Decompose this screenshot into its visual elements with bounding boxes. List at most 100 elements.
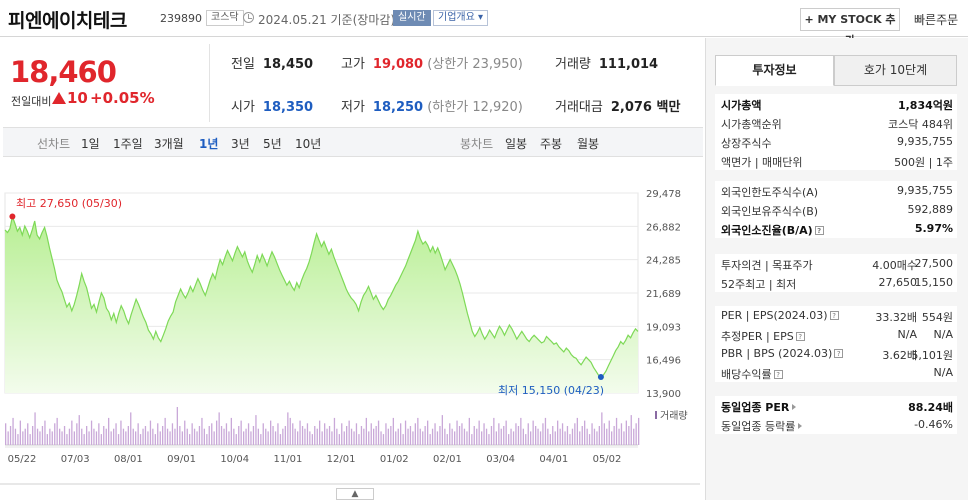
volume-bar [49, 428, 51, 445]
volume-bar [434, 423, 436, 445]
info-value: N/A [933, 328, 953, 341]
volume-bar [157, 423, 159, 445]
help-icon[interactable]: ? [773, 370, 783, 379]
tab-monthly-candle[interactable]: 월봉 [577, 137, 600, 151]
realtime-button[interactable]: 실시간 [393, 10, 431, 26]
chevron-up-icon: ▲ [351, 489, 359, 499]
volume-bar [301, 426, 304, 445]
volume-bar [9, 426, 12, 445]
collapse-chart-button[interactable]: ▲ [336, 488, 374, 500]
x-tick-label: 04/01 [539, 454, 568, 465]
candle-chart-label: 봉차트 [460, 137, 494, 151]
info-row: 액면가 | 매매단위 500원 | 1주 [715, 151, 957, 170]
volume-bar [407, 428, 409, 445]
tab-order-book[interactable]: 호가 10단계 [834, 55, 957, 86]
volume-bar [115, 423, 117, 445]
volume-bar [490, 426, 493, 445]
quick-order-button[interactable]: 빠른주문 [914, 13, 959, 27]
company-overview-dropdown[interactable]: 기업개요 ▾ [433, 10, 489, 26]
tab-period-1w[interactable]: 1주일 [113, 137, 143, 151]
price-area [5, 216, 638, 393]
volume-bar [198, 426, 201, 445]
tab-daily-candle[interactable]: 일봉 [505, 137, 528, 151]
volume-bar [588, 434, 591, 445]
volume-bar [54, 423, 56, 445]
info-label: 동일업종 등락률 [721, 418, 803, 434]
volume-bar [535, 426, 537, 445]
y-tick-label: 29,478 [646, 189, 681, 200]
x-tick-label: 12/01 [327, 454, 356, 465]
volume-bar [299, 420, 301, 445]
volume-bar [287, 412, 289, 445]
help-icon[interactable]: ? [795, 332, 805, 341]
help-icon[interactable]: ? [814, 226, 824, 235]
volume-bar [392, 417, 394, 445]
volume-bar [19, 420, 21, 445]
volume-bar [73, 431, 75, 445]
add-my-stock-button[interactable]: + MY STOCK 추가 [800, 8, 900, 47]
volume-bar [358, 434, 360, 445]
volume-bar [625, 420, 627, 445]
volume-bar [532, 420, 534, 445]
volume-bar [294, 428, 296, 445]
volume-bar [184, 420, 186, 445]
volume-bar [117, 434, 120, 445]
volume-bar [230, 417, 232, 445]
price-chart[interactable]: 29,478 26,882 24,285 21,689 19,093 16,496 13,9… [0, 175, 700, 487]
volume-bar [328, 426, 331, 445]
volume-bar [181, 431, 183, 445]
stat-value: 18,250 [372, 100, 424, 115]
volume-bar [581, 426, 583, 445]
tab-period-3y[interactable]: 3년 [231, 137, 250, 151]
caret-right-icon[interactable] [798, 423, 803, 429]
volume-bar [233, 428, 235, 445]
volume-bar [201, 417, 203, 445]
tab-period-3m[interactable]: 3개월 [154, 137, 184, 151]
help-icon[interactable]: ? [834, 349, 844, 358]
volume-bar [515, 423, 517, 445]
volume-bar [120, 420, 122, 445]
volume-bar [400, 423, 402, 445]
volume-bar [638, 417, 640, 445]
volume-bar [557, 420, 559, 445]
help-icon[interactable]: ? [829, 311, 839, 320]
volume-bar [113, 428, 115, 445]
volume-bar [331, 431, 333, 445]
tab-investment-info[interactable]: 투자정보 [715, 55, 834, 86]
caret-right-icon[interactable] [792, 404, 797, 410]
info-row: PER | EPS(2024.03)? 33.32배 554원 [715, 306, 957, 325]
y-tick-label: 21,689 [646, 289, 681, 300]
tab-weekly-candle[interactable]: 주봉 [540, 137, 563, 151]
volume-bar [611, 431, 613, 445]
volume-bar [591, 423, 593, 445]
volume-bar [61, 431, 63, 445]
volume-bar [289, 417, 291, 445]
tab-period-10y[interactable]: 10년 [295, 137, 322, 151]
info-row: 동일업종 PER 88.24배 [715, 396, 957, 415]
volume-bar [122, 428, 125, 445]
tab-period-1y[interactable]: 1년 [199, 137, 219, 151]
volume-bar [458, 426, 461, 445]
tab-period-5y[interactable]: 5년 [263, 137, 282, 151]
volume-bar [76, 423, 78, 445]
stat-prev: 전일 18,450 [231, 53, 313, 72]
volume-bar [542, 423, 544, 445]
volume-bar [46, 434, 48, 445]
info-value-1: N/A [897, 328, 917, 341]
volume-bar [68, 428, 71, 445]
volume-bar [108, 417, 110, 445]
x-tick-label: 05/02 [593, 454, 622, 465]
info-label-text: PER | EPS(2024.03) [721, 309, 828, 322]
volume-bar [78, 415, 80, 445]
volume-bar [485, 428, 488, 445]
volume-bar [368, 431, 370, 445]
volume-bar [471, 434, 473, 445]
volume-bar [444, 428, 446, 445]
volume-bar [554, 431, 556, 445]
volume-bar [544, 417, 547, 445]
volume-bar [576, 417, 578, 445]
stat-high: 고가 19,080 (상한가 23,950) [341, 53, 523, 72]
tab-period-1d[interactable]: 1일 [81, 137, 100, 151]
volume-bar [363, 428, 365, 445]
volume-bar [395, 431, 397, 445]
